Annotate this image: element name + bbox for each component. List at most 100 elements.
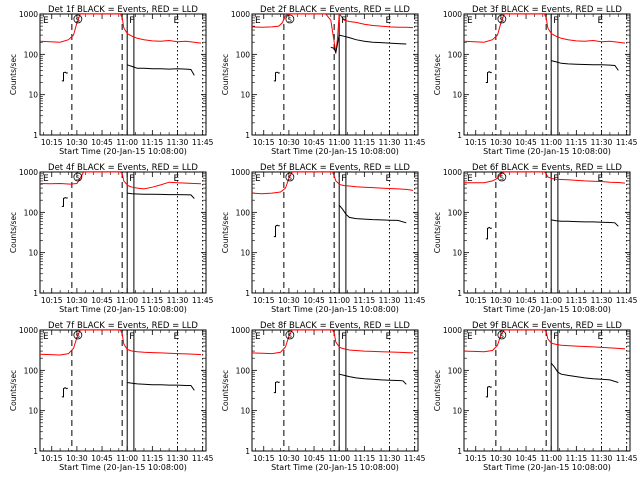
saa-marker-circle <box>497 330 507 340</box>
panel-data <box>252 330 416 451</box>
x-tick-label: 10:15 <box>253 138 275 147</box>
x-tick-label: 11:45 <box>616 296 638 305</box>
region-marker: F <box>341 332 346 342</box>
x-tick-label: 10:15 <box>41 454 63 463</box>
x-tick-label: 11:30 <box>379 296 401 305</box>
saa-marker-label: S <box>76 174 80 182</box>
panel-data <box>40 14 204 135</box>
events-series-line <box>330 34 407 55</box>
region-marker: E <box>385 174 391 184</box>
panel-title: Det 6f BLACK = Events, RED = LLD <box>472 163 622 173</box>
x-tick-label: 11:00 <box>328 296 350 305</box>
x-tick-label: 11:15 <box>354 296 376 305</box>
panel-title: Det 3f BLACK = Events, RED = LLD <box>472 5 622 15</box>
panel-8: Det 8f BLACK = Events, RED = LLD 1 10 100 10… <box>221 321 426 472</box>
x-tick-label: 10:30 <box>490 138 512 147</box>
x-tick-label: 11:15 <box>142 138 164 147</box>
y-tick-label: 1000 <box>231 10 250 19</box>
x-tick-label: 10:45 <box>515 138 537 147</box>
x-tick-label: 11:45 <box>616 454 638 463</box>
x-tick-label: 11:45 <box>192 138 214 147</box>
events-series-line <box>61 197 68 207</box>
panel-data <box>40 172 204 293</box>
lld-series-line <box>464 330 626 353</box>
x-tick-label: 11:15 <box>566 138 588 147</box>
plot-frame <box>39 329 207 452</box>
y-axis-label: Counts/sec <box>9 370 18 411</box>
plot-frame <box>251 13 419 136</box>
y-tick-label: 1 <box>245 447 250 456</box>
panel-title: Det 4f BLACK = Events, RED = LLD <box>48 163 198 173</box>
y-tick-label: 1000 <box>443 326 462 335</box>
panel-title: Det 8f BLACK = Events, RED = LLD <box>260 321 410 331</box>
saa-marker-label: S <box>500 332 504 340</box>
panel-2: Det 2f BLACK = Events, RED = LLD 1 10 100 10… <box>221 5 426 156</box>
y-axis-label: Counts/sec <box>221 54 230 95</box>
panel-title: Det 9f BLACK = Events, RED = LLD <box>472 321 622 331</box>
y-axis-label: Counts/sec <box>9 54 18 95</box>
panel-7: Det 7f BLACK = Events, RED = LLD 1 10 100 10… <box>9 321 214 472</box>
saa-marker-label: S <box>500 174 504 182</box>
plot-frame <box>39 171 207 294</box>
x-tick-label: 10:30 <box>278 454 300 463</box>
region-marker: F <box>129 332 134 342</box>
panel-1: Det 1f BLACK = Events, RED = LLD 1 10 100 10… <box>9 5 214 156</box>
x-tick-label: 11:15 <box>142 296 164 305</box>
saa-marker-label: S <box>288 332 292 340</box>
x-axis-label: Start Time (20-Jan-15 10:08:00) <box>483 463 611 472</box>
plot-frame <box>463 13 631 136</box>
panel-3: Det 3f BLACK = Events, RED = LLD 1 10 100 10… <box>433 5 638 156</box>
x-tick-label: 11:00 <box>116 454 138 463</box>
region-marker: F <box>129 16 134 26</box>
panel-title: Det 2f BLACK = Events, RED = LLD <box>260 5 410 15</box>
plot-frame <box>463 171 631 294</box>
x-tick-label: 10:15 <box>465 138 487 147</box>
y-tick-label: 1 <box>33 289 38 298</box>
x-tick-label: 11:45 <box>192 454 214 463</box>
events-series-line <box>61 387 68 398</box>
lld-series-line <box>40 14 202 44</box>
panel-5: Det 5f BLACK = Events, RED = LLD 1 10 100 10… <box>221 163 426 314</box>
saa-marker-label: S <box>288 16 292 24</box>
events-series-line <box>61 71 68 82</box>
region-marker: E <box>467 16 473 26</box>
x-tick-label: 10:45 <box>91 138 113 147</box>
region-marker: F <box>129 174 134 184</box>
saa-marker-label: S <box>500 16 504 24</box>
y-tick-label: 1 <box>33 447 38 456</box>
y-tick-label: 100 <box>236 366 251 375</box>
y-axis-label: Counts/sec <box>433 370 442 411</box>
panel-data <box>252 14 416 135</box>
region-marker: E <box>43 174 49 184</box>
y-tick-label: 1000 <box>443 168 462 177</box>
y-tick-label: 1 <box>245 289 250 298</box>
saa-marker-circle <box>497 14 507 24</box>
region-marker: E <box>597 332 603 342</box>
y-tick-label: 100 <box>236 208 251 217</box>
x-tick-label: 10:30 <box>490 454 512 463</box>
y-tick-label: 100 <box>24 366 39 375</box>
y-tick-label: 10 <box>28 91 38 100</box>
x-tick-label: 10:45 <box>303 296 325 305</box>
saa-marker-circle <box>285 14 295 24</box>
x-axis-label: Start Time (20-Jan-15 10:08:00) <box>271 463 399 472</box>
y-tick-label: 100 <box>448 366 463 375</box>
region-marker: F <box>341 16 346 26</box>
x-axis-label: Start Time (20-Jan-15 10:08:00) <box>271 147 399 156</box>
region-marker: E <box>385 16 391 26</box>
y-tick-label: 10 <box>452 407 462 416</box>
panel-data <box>40 330 204 451</box>
region-marker: E <box>597 174 603 184</box>
panel-data <box>464 330 628 451</box>
y-tick-label: 10 <box>240 407 250 416</box>
y-axis-label: Counts/sec <box>221 370 230 411</box>
region-marker: F <box>341 174 346 184</box>
y-tick-label: 10 <box>452 91 462 100</box>
plot-frame <box>463 329 631 452</box>
y-tick-label: 1 <box>457 289 462 298</box>
plot-frame <box>251 329 419 452</box>
panel-6: Det 6f BLACK = Events, RED = LLD 1 10 100 10… <box>433 163 638 314</box>
y-tick-label: 1000 <box>19 326 38 335</box>
events-series-line <box>485 71 492 83</box>
y-tick-label: 10 <box>452 249 462 258</box>
